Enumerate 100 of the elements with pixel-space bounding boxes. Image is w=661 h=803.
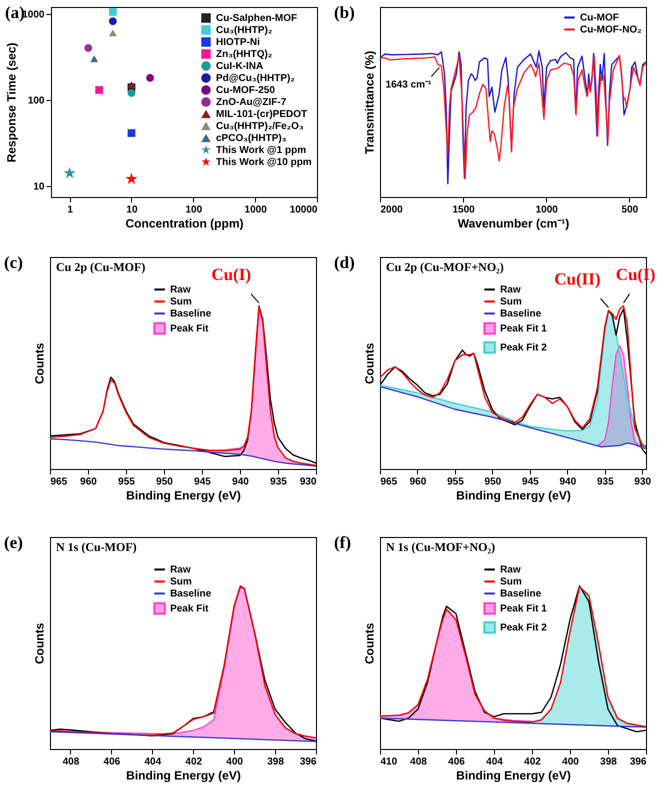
annotation: Cu(I): [211, 264, 251, 284]
y-axis-title: Counts: [32, 622, 46, 664]
legend-label: Peak Fit 1: [500, 324, 548, 334]
x-tick-label: 400: [562, 756, 580, 768]
legend-label: CuI-K-INA: [216, 61, 264, 72]
y-tick-label: 100: [28, 95, 45, 106]
x-tick-label: 2000: [380, 204, 404, 216]
x-axis-title: Concentration (ppm): [126, 216, 244, 230]
x-tick-label: 404: [486, 756, 504, 768]
x-tick-label: 396: [300, 756, 317, 768]
x-tick-label: 400: [226, 756, 244, 768]
y-tick-label: 1000: [22, 9, 45, 20]
x-tick-label: 406: [448, 756, 466, 768]
legend-label: Sum: [170, 576, 192, 588]
x-tick-label: 10000: [290, 204, 318, 216]
y-tick-label: 10: [33, 181, 45, 192]
chart-title: Cu 2p (Cu-MOF+NO₂): [386, 260, 504, 274]
text: (d): [334, 253, 355, 272]
legend-label: Cu₃(HHTP)₂: [216, 25, 272, 36]
text: (b): [334, 3, 355, 22]
legend-label: Sum: [170, 296, 192, 308]
legend-label: ZnO-Au@ZIF-7: [216, 97, 287, 108]
legend-label: Cu-MOF-250: [216, 85, 276, 96]
x-tick-label: 398: [267, 756, 284, 768]
legend-label: Raw: [170, 564, 191, 576]
legend-label: Baseline: [500, 308, 542, 320]
text: (f): [334, 533, 351, 552]
x-tick-label: 965: [380, 476, 398, 488]
x-tick-label: 940: [232, 476, 250, 488]
legend-label: Peak Fit: [170, 604, 210, 614]
y-axis-title: Response Time (sec): [4, 42, 18, 162]
y-axis-title: Counts: [32, 342, 46, 384]
legend-label: Baseline: [170, 308, 212, 320]
chart-title: Cu 2p (Cu-MOF): [56, 260, 146, 274]
x-tick-label: 398: [600, 756, 618, 768]
x-tick-label: 100: [185, 204, 203, 216]
legend-label: Zn₃(HHTQ)₂: [216, 49, 272, 60]
x-tick-label: 410: [380, 756, 398, 768]
legend-label: This Work @1 ppm: [216, 145, 306, 156]
text: (c): [4, 253, 23, 272]
x-axis-title: Binding Energy (eV): [126, 488, 241, 502]
x-tick-label: 500: [622, 204, 639, 216]
legend-label: Sum: [500, 576, 522, 588]
x-tick-label: 406: [104, 756, 121, 768]
legend-label: Peak Fit: [170, 324, 210, 334]
legend-label: This Work @10 ppm: [216, 157, 312, 168]
x-axis-title: Binding Energy (eV): [456, 488, 571, 502]
y-axis-title: Counts: [362, 342, 376, 384]
x-tick-label: 1500: [452, 204, 476, 216]
x-tick-label: 960: [80, 476, 98, 488]
legend-label: Raw: [500, 284, 521, 296]
legend-label: cPCO₃(HHTP)₃: [216, 133, 287, 144]
legend-label: Sum: [500, 296, 522, 308]
x-tick-label: 935: [270, 476, 288, 488]
text: (e): [4, 533, 23, 552]
annotation: 1643 cm⁻¹: [386, 80, 432, 91]
x-tick-label: 955: [118, 476, 136, 488]
x-tick-label: 930: [634, 476, 652, 488]
x-tick-label: 408: [410, 756, 428, 768]
x-tick-label: 955: [447, 476, 464, 488]
legend-label: Baseline: [500, 588, 542, 600]
legend-label: Peak Fit 2: [500, 342, 548, 354]
text: (a): [5, 3, 25, 22]
x-tick-label: 1000: [244, 204, 268, 216]
chart-title: N 1s (Cu-MOF+NO₂): [386, 540, 496, 554]
x-tick-label: 950: [484, 476, 502, 488]
x-tick-label: 940: [559, 476, 577, 488]
legend-label: HIOTP-Ni: [216, 37, 260, 48]
legend-label: MIL-101-(cr)PEDOT: [216, 109, 308, 120]
x-tick-label: 930: [300, 476, 317, 488]
legend-label: Raw: [500, 564, 521, 576]
legend-label: Peak Fit 1: [500, 604, 548, 614]
legend-label: Cu₃(HHTP)₂/Fe₂O₃: [216, 121, 304, 132]
x-tick-label: 950: [156, 476, 174, 488]
legend-label: Raw: [170, 284, 191, 296]
y-axis-title: Counts: [362, 622, 376, 664]
x-tick-label: 10: [126, 204, 138, 216]
legend-label: Baseline: [170, 588, 212, 600]
chart-title: N 1s (Cu-MOF): [56, 540, 137, 554]
legend-label: Cu-Salphen-MOF: [216, 13, 298, 24]
x-tick-label: 408: [62, 756, 80, 768]
legend-label: Cu-MOF-NO₂: [580, 24, 642, 36]
x-tick-label: 404: [144, 756, 162, 768]
x-axis-title: Binding Energy (eV): [126, 768, 241, 782]
x-tick-label: 402: [524, 756, 542, 768]
x-tick-label: 396: [630, 756, 647, 768]
x-tick-label: 945: [194, 476, 212, 488]
x-tick-label: 965: [50, 476, 68, 488]
x-tick-label: 960: [410, 476, 427, 488]
legend-label: Peak Fit 2: [500, 622, 548, 634]
x-tick-label: 945: [522, 476, 540, 488]
y-axis-title: Transmittance (%): [362, 50, 376, 154]
x-tick-label: 935: [596, 476, 614, 488]
legend-label: Cu-MOF: [580, 12, 619, 24]
x-axis-title: Wavenumber (cm⁻¹): [458, 216, 570, 230]
legend-label: Pd@Cu₃(HHTP)₂: [216, 73, 295, 84]
x-tick-label: 402: [185, 756, 203, 768]
annotation: Cu(II): [554, 269, 601, 288]
x-axis-title: Binding Energy (eV): [456, 768, 571, 782]
x-tick-label: 1: [67, 204, 74, 216]
